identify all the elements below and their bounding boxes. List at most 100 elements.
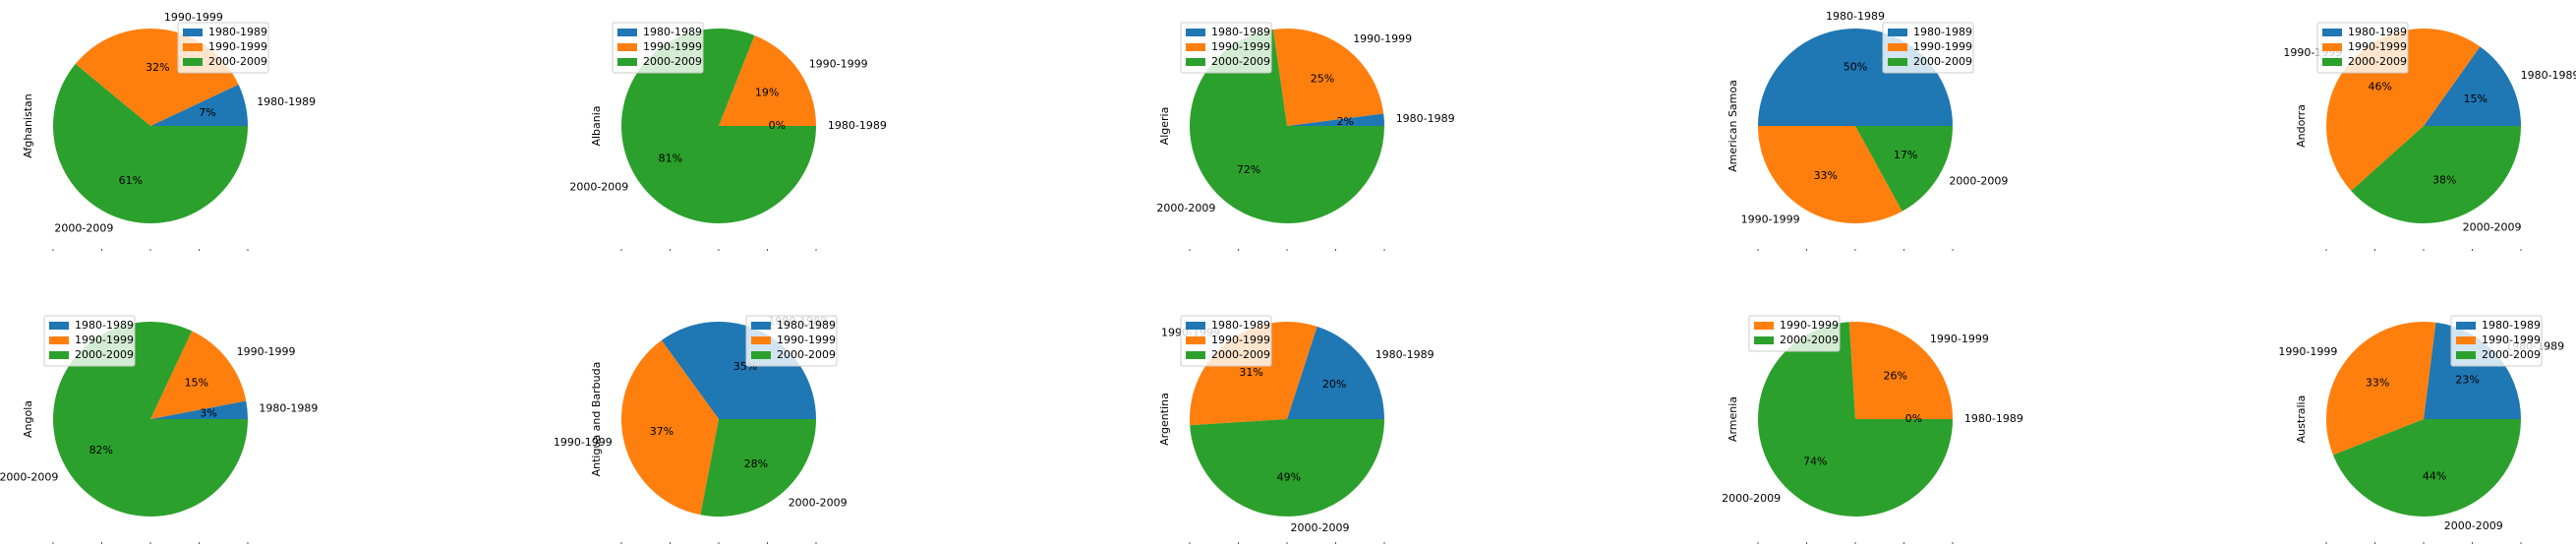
x-ticks-angola (52, 542, 249, 544)
legend-swatch-afghanistan-2000-2009 (183, 58, 203, 66)
pct-label-australia-1980-1989: 23% (2455, 374, 2479, 387)
slice-afghanistan-1980-1989 (150, 84, 248, 126)
legend-label-armenia-1990-1999: 1990-1999 (1780, 319, 1839, 332)
slice-label-australia-2000-2009: 2000-2009 (2444, 519, 2503, 532)
slice-armenia-1990-1999 (1848, 322, 1953, 419)
slice-antigua-and-barbuda-1990-1999 (620, 339, 719, 516)
legend-label-angola-1990-1999: 1990-1999 (75, 334, 134, 346)
legend-swatch-antigua-and-barbuda-1990-1999 (751, 336, 771, 344)
pct-label-afghanistan-2000-2009: 61% (119, 174, 143, 187)
slice-american-samoa-1990-1999 (1758, 126, 1903, 223)
legend-label-australia-2000-2009: 2000-2009 (2482, 348, 2541, 361)
pie-angola: 3% 1980-1989 15% 1990-1999 82% 2000-2009 Angol… (0, 315, 318, 544)
slice-label-angola-1980-1989: 1980-1989 (259, 402, 318, 415)
pct-label-andorra-1990-1999: 46% (2368, 80, 2391, 92)
pie-armenia: 0% 1980-1989 26% 1990-1999 74% 2000-2009 Armen… (1722, 315, 2023, 544)
legend-swatch-angola-2000-2009 (49, 351, 69, 359)
slice-algeria-2000-2009 (1190, 30, 1384, 224)
x-ticks-armenia (1757, 542, 1954, 544)
legend-label-afghanistan-1990-1999: 1990-1999 (208, 40, 267, 53)
legend-swatch-andorra-1980-1989 (2322, 29, 2342, 36)
legend-label-afghanistan-1980-1989: 1980-1989 (208, 26, 267, 38)
legend-label-albania-1990-1999: 1990-1999 (643, 40, 702, 53)
slice-label-algeria-2000-2009: 2000-2009 (1156, 202, 1215, 214)
ylabel-andorra: Andorra (2295, 104, 2308, 148)
pie-andorra: 15% 1980-1989 46% 1990-1999 38% 2000-2009 Ando… (2283, 22, 2576, 251)
legend-label-algeria-1980-1989: 1980-1989 (1211, 26, 1270, 38)
ylabel-australia: Australia (2295, 396, 2308, 444)
legend-angola: 1980-1989 1990-1999 2000-2009 (43, 315, 136, 367)
slice-label-american-samoa-2000-2009: 2000-2009 (1949, 174, 2008, 187)
pct-label-albania-1990-1999: 19% (755, 87, 779, 99)
slice-antigua-and-barbuda-2000-2009 (700, 419, 816, 518)
legend-label-angola-1980-1989: 1980-1989 (75, 319, 134, 332)
legend-swatch-angola-1990-1999 (49, 336, 69, 344)
legend-swatch-andorra-2000-2009 (2322, 58, 2342, 66)
legend-label-albania-1980-1989: 1980-1989 (643, 26, 702, 38)
legend-label-american-samoa-1990-1999: 1990-1999 (1913, 40, 1972, 53)
legend-swatch-albania-1980-1989 (617, 29, 637, 36)
slice-label-afghanistan-1990-1999: 1990-1999 (164, 11, 223, 24)
pct-label-albania-1980-1989: 0% (769, 119, 786, 132)
pct-label-angola-1980-1989: 3% (200, 406, 216, 419)
pct-label-algeria-2000-2009: 72% (1237, 163, 1260, 176)
slice-andorra-2000-2009 (2351, 126, 2521, 223)
ylabel-afghanistan: Afghanistan (22, 93, 34, 158)
slice-australia-2000-2009 (2332, 419, 2521, 518)
pct-label-andorra-2000-2009: 38% (2432, 174, 2456, 187)
legend-swatch-afghanistan-1980-1989 (183, 29, 203, 36)
legend-andorra: 1980-1989 1990-1999 2000-2009 (2316, 22, 2409, 74)
pie-afghanistan: 7% 1980-1989 32% 1990-1999 61% 2000-2009 Afgha… (22, 11, 316, 251)
slice-label-andorra-2000-2009: 2000-2009 (2463, 221, 2522, 234)
slice-label-afghanistan-2000-2009: 2000-2009 (54, 221, 113, 234)
x-ticks-australia (2325, 542, 2522, 544)
slice-label-american-samoa-1980-1989: 1980-1989 (1826, 10, 1885, 23)
legend-label-argentina-1990-1999: 1990-1999 (1211, 334, 1270, 346)
pct-label-afghanistan-1980-1989: 7% (199, 106, 215, 119)
slice-label-algeria-1990-1999: 1990-1999 (1353, 32, 1412, 45)
legend-algeria: 1980-1989 1990-1999 2000-2009 (1180, 22, 1272, 74)
pct-label-afghanistan-1990-1999: 32% (146, 61, 169, 74)
legend-armenia: 1990-1999 2000-2009 (1748, 315, 1841, 352)
pct-label-american-samoa-2000-2009: 17% (1894, 149, 1917, 161)
legend-swatch-australia-1990-1999 (2456, 336, 2476, 344)
legend-swatch-algeria-2000-2009 (1186, 58, 1205, 66)
pct-label-algeria-1990-1999: 25% (1311, 73, 1334, 86)
pct-label-armenia-1980-1989: 0% (1905, 412, 1922, 425)
x-ticks-argentina (1189, 542, 1385, 544)
legend-swatch-argentina-2000-2009 (1186, 351, 1205, 359)
slice-argentina-2000-2009 (1190, 419, 1384, 517)
legend-swatch-armenia-1990-1999 (1754, 322, 1774, 330)
legend-label-australia-1980-1989: 1980-1989 (2482, 319, 2541, 332)
legend-swatch-algeria-1990-1999 (1186, 43, 1205, 51)
slice-label-albania-1980-1989: 1980-1989 (828, 119, 887, 132)
x-ticks-antigua-and-barbuda (620, 542, 817, 544)
legend-afghanistan: 1980-1989 1990-1999 2000-2009 (177, 22, 269, 74)
pct-label-albania-2000-2009: 81% (659, 152, 682, 164)
pie-albania: 0% 1980-1989 19% 1990-1999 81% 2000-2009 Alban… (569, 22, 887, 251)
legend-swatch-antigua-and-barbuda-2000-2009 (751, 351, 771, 359)
legend-swatch-american-samoa-1990-1999 (1888, 43, 1907, 51)
slice-label-argentina-2000-2009: 2000-2009 (1291, 521, 1350, 534)
pie-australia: 23% 1980-1989 33% 1990-1999 44% 2000-2009 Aust… (2278, 315, 2564, 544)
pct-label-algeria-1980-1989: 2% (1337, 115, 1354, 128)
slice-label-antigua-and-barbuda-1990-1999: 1990-1999 (554, 436, 613, 449)
slice-angola-1990-1999 (150, 331, 247, 419)
legend-label-andorra-1990-1999: 1990-1999 (2348, 40, 2407, 53)
legend-argentina: 1980-1989 1990-1999 2000-2009 (1180, 315, 1272, 367)
slice-label-angola-1990-1999: 1990-1999 (237, 345, 296, 358)
legend-swatch-american-samoa-2000-2009 (1888, 58, 1907, 66)
legend-label-argentina-2000-2009: 2000-2009 (1211, 348, 1270, 361)
legend-label-armenia-2000-2009: 2000-2009 (1780, 334, 1839, 346)
x-ticks-algeria (1189, 249, 1385, 251)
slice-albania-1990-1999 (719, 34, 816, 127)
slice-label-armenia-1980-1989: 1980-1989 (1964, 412, 2023, 425)
slice-andorra-1980-1989 (2424, 46, 2521, 126)
legend-swatch-australia-2000-2009 (2456, 351, 2476, 359)
legend-albania: 1980-1989 1990-1999 2000-2009 (612, 22, 704, 74)
pct-label-angola-1990-1999: 15% (185, 377, 208, 390)
pct-label-antigua-and-barbuda-1990-1999: 37% (650, 425, 673, 438)
legend-label-antigua-and-barbuda-1990-1999: 1990-1999 (777, 334, 836, 346)
ylabel-argentina: Argentina (1158, 393, 1171, 446)
slice-label-algeria-1980-1989: 1980-1989 (1396, 112, 1455, 125)
